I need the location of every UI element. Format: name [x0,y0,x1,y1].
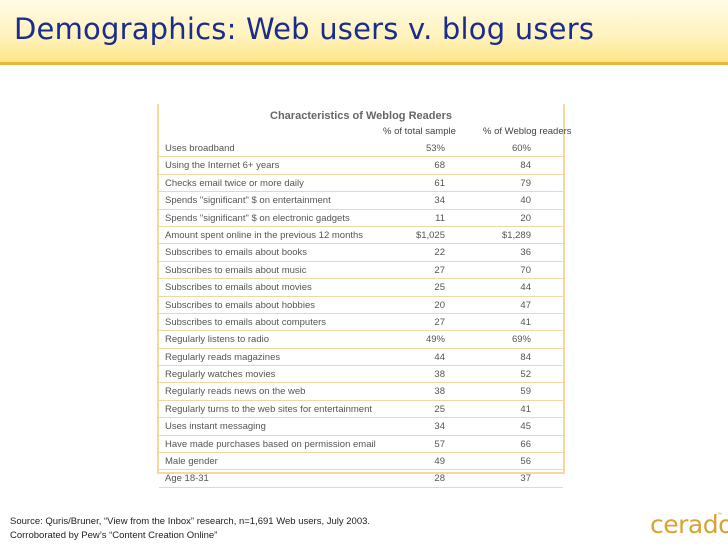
row-total-value: 49% [425,334,445,346]
row-total-value: 38 [434,386,445,398]
table-row: Subscribes to emails about books 22 36 [159,244,563,262]
row-weblog-value: 84 [520,351,531,363]
table-rows: Uses broadband 53% 60% Using the Internet 6… [159,140,563,488]
row-label: Uses instant messaging [165,421,266,433]
row-weblog-value: $1,289 [501,229,531,241]
table-row: Male gender 49 56 [159,453,563,471]
row-total-value: 25 [434,282,445,294]
row-label: Subscribes to emails about movies [165,282,312,294]
table-row: Uses broadband 53% 60% [159,140,563,158]
table-row: Regularly reads magazines 44 84 [159,349,563,367]
row-weblog-value: 60% [511,143,531,154]
row-total-value: 34 [434,421,445,433]
row-weblog-value: 45 [520,421,531,433]
row-label: Spends "significant" $ on electronic gad… [165,212,350,224]
table-row: Regularly reads news on the web 38 59 [159,383,563,401]
table-row: Using the Internet 6+ years 68 84 [159,157,563,175]
row-total-value: 49 [434,456,445,468]
row-weblog-value: 40 [520,195,531,207]
row-weblog-value: 56 [520,456,531,468]
row-label: Checks email twice or more daily [165,177,304,189]
row-total-value: 61 [434,177,445,189]
title-bar: Demographics: Web users v. blog users [0,0,728,65]
table-row: Have made purchases based on permission … [159,436,563,454]
row-label: Subscribes to emails about books [165,247,308,259]
row-weblog-value: 36 [520,247,531,259]
table-row: Spends "significant" $ on electronic gad… [159,210,563,227]
table-row: Regularly watches movies 38 52 [159,366,563,384]
row-label: Using the Internet 6+ years [165,160,280,172]
row-total-value: 11 [435,212,445,224]
row-total-value: 57 [434,438,445,450]
table-row: Age 18-31 28 37 [159,470,563,488]
row-weblog-value: 59 [520,386,531,398]
col-header-total: % of total sample [383,126,456,137]
row-label: Subscribes to emails about hobbies [165,299,315,311]
characteristics-table: Characteristics of Weblog Readers % of t… [157,104,572,488]
row-label: Regularly reads news on the web [165,386,306,398]
source-line-1: Source: Quris/Bruner, “View from the Inb… [10,516,371,527]
row-weblog-value: 44 [520,282,531,294]
row-weblog-value: 79 [520,177,531,189]
cerado-logo: cerado [650,510,728,539]
row-label: Amount spent online in the previous 12 m… [165,229,364,241]
row-total-value: 38 [434,369,445,381]
row-weblog-value: 84 [520,160,531,172]
row-label: Subscribes to emails about music [165,264,307,276]
table-row: Subscribes to emails about hobbies 20 47 [159,297,563,314]
row-total-value: 20 [434,299,445,311]
table-row: Checks email twice or more daily 61 79 [159,175,563,193]
row-label: Male gender [165,456,218,468]
table-title: Characteristics of Weblog Readers [270,110,452,122]
row-label: Regularly listens to radio [165,334,270,346]
table-row: Subscribes to emails about music 27 70 [159,262,563,280]
table-row: Subscribes to emails about movies 25 44 [159,279,563,297]
row-total-value: 25 [434,403,445,415]
row-total-value: 27 [434,264,445,276]
row-weblog-value: 66 [520,438,531,450]
row-label: Regularly turns to the web sites for ent… [165,403,372,415]
row-label: Uses broadband [165,143,235,154]
row-total-value: 22 [434,247,445,259]
col-header-weblog: % of Weblog readers [483,126,572,137]
row-weblog-value: 41 [520,403,531,415]
row-weblog-value: 20 [520,212,531,224]
row-label: Subscribes to emails about computers [165,316,327,328]
row-weblog-value: 52 [520,369,531,381]
source-note: Source: Quris/Bruner, “View from the Inb… [10,515,370,543]
row-total-value: $1,025 [415,229,445,241]
row-label: Spends "significant" $ on entertainment [165,195,331,207]
row-total-value: 27 [434,316,445,328]
row-total-value: 34 [434,195,445,207]
table-row: Uses instant messaging 34 45 [159,418,563,436]
row-weblog-value: 70 [520,264,531,276]
row-total-value: 53% [425,143,445,154]
row-total-value: 44 [434,351,445,363]
table-row: Regularly listens to radio 49% 69% [159,331,563,349]
row-label: Regularly reads magazines [165,351,281,363]
source-line-2: Corroborated by Pew’s “Content Creation … [10,530,218,541]
row-total-value: 28 [434,473,445,485]
table-row: Regularly turns to the web sites for ent… [159,401,563,419]
row-total-value: 68 [434,160,445,172]
row-label: Age 18-31 [165,473,209,485]
row-label: Regularly watches movies [165,369,276,381]
slide-title: Demographics: Web users v. blog users [14,12,595,46]
trademark-mark: ™ [717,512,722,518]
row-weblog-value: 41 [520,316,531,328]
table-row: Amount spent online in the previous 12 m… [159,227,563,245]
row-weblog-value: 69% [511,334,531,346]
table-row: Spends "significant" $ on entertainment 3… [159,192,563,210]
row-label: Have made purchases based on permission … [165,438,376,450]
row-weblog-value: 37 [520,473,531,485]
table-row: Subscribes to emails about computers 27 41 [159,314,563,332]
row-weblog-value: 47 [520,299,531,311]
